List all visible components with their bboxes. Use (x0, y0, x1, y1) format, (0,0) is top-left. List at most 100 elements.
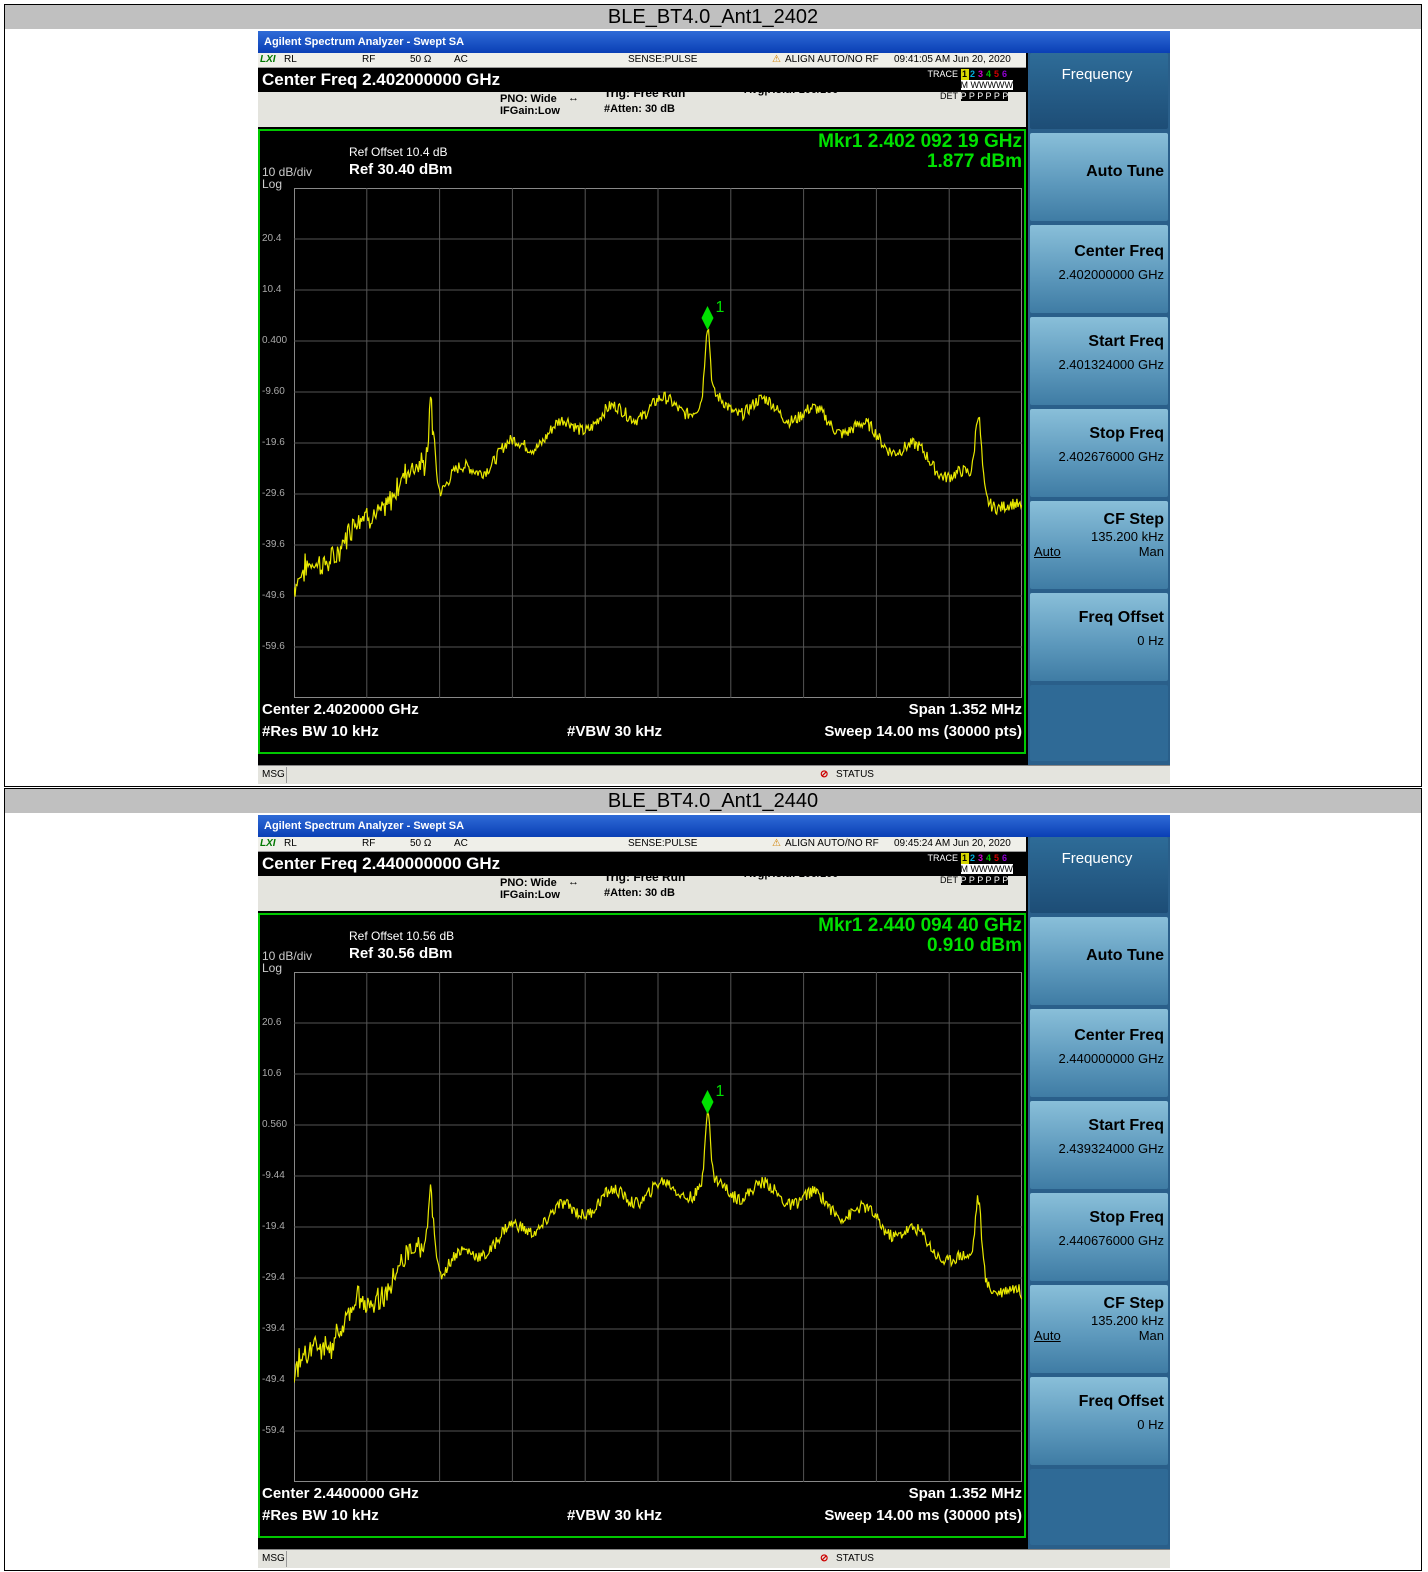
cf-step-auto[interactable]: Auto (1034, 1328, 1061, 1343)
stop-freq-button[interactable]: Stop Freq 2.440676000 GHz (1030, 1193, 1168, 1281)
rbw-label: #Res BW 10 kHz (262, 723, 379, 740)
span-label: Span 1.352 MHz (908, 1485, 1022, 1502)
start-freq-label: Start Freq (1088, 1117, 1164, 1134)
cf-step-label: CF Step (1103, 1295, 1164, 1312)
msg-label: MSG (262, 1553, 285, 1564)
y-tick-label: 10.6 (262, 1068, 282, 1079)
log-label: Log (262, 177, 283, 191)
auto-tune-button[interactable]: Auto Tune (1030, 133, 1168, 221)
auto-tune-button[interactable]: Auto Tune (1030, 917, 1168, 1005)
center-freq-title[interactable]: Center Freq 2.402000000 GHz (262, 70, 501, 89)
center-freq-button[interactable]: Center Freq 2.402000000 GHz (1030, 225, 1168, 313)
type-value: M WWWWW (960, 864, 1013, 874)
msg-label: MSG (262, 769, 285, 780)
scale-label: 10 dB/div (262, 165, 313, 179)
coupling-label: AC (454, 838, 468, 849)
trace-label: TRACE (927, 853, 958, 863)
sweep-label: Sweep 14.00 ms (30000 pts) (824, 723, 1022, 740)
y-tick-label: -49.4 (262, 1374, 285, 1385)
y-tick-label: -39.4 (262, 1323, 285, 1334)
y-tick-label: 20.4 (262, 233, 282, 244)
cf-step-button[interactable]: CF Step 135.200 kHz Auto Man (1030, 501, 1168, 589)
cf-step-auto[interactable]: Auto (1034, 544, 1061, 559)
y-tick-label: -49.6 (262, 590, 285, 601)
trace-1: 1 (960, 69, 969, 80)
auto-tune-label: Auto Tune (1086, 947, 1164, 964)
section-title: BLE_BT4.0_Ant1_2402 (4, 4, 1422, 30)
marker-diamond-icon (701, 1090, 714, 1114)
cf-step-button[interactable]: CF Step 135.200 kHz Auto Man (1030, 1285, 1168, 1373)
start-freq-value: 2.401324000 GHz (1058, 357, 1164, 372)
cf-step-man[interactable]: Man (1138, 544, 1164, 559)
trace-6: 6 (1002, 69, 1008, 79)
avg-type-label: #Avg Type: RMS (744, 855, 830, 867)
timestamp: 09:45:24 AM Jun 20, 2020 (894, 838, 1011, 849)
trace-3: 3 (978, 853, 984, 863)
cf-step-value: 135.200 kHz (1091, 1313, 1164, 1328)
type-label: TYPE (934, 864, 958, 874)
freq-offset-value: 0 Hz (1137, 633, 1164, 648)
y-tick-label: 10.4 (262, 284, 282, 295)
pno-arrow-icon: ↔ (568, 92, 579, 104)
spectrum-trace (294, 328, 1022, 597)
y-tick-label: -19.4 (262, 1221, 285, 1232)
status-icon: ⊘ (820, 769, 829, 780)
section-title: BLE_BT4.0_Ant1_2440 (4, 788, 1422, 814)
det-label: DET (940, 91, 958, 101)
marker-level: 1.877 dBm (926, 151, 1022, 172)
center-freq-strip (258, 68, 1026, 92)
start-freq-button[interactable]: Start Freq 2.439324000 GHz (1030, 1101, 1168, 1189)
start-freq-value: 2.439324000 GHz (1058, 1141, 1164, 1156)
ifgain-label: IFGain:Low (500, 889, 560, 901)
stop-freq-button[interactable]: Stop Freq 2.402676000 GHz (1030, 409, 1168, 497)
cf-step-man[interactable]: Man (1138, 1328, 1164, 1343)
freq-offset-button[interactable]: Freq Offset 0 Hz (1030, 1377, 1168, 1465)
trig-label: Trig: Free Run (604, 870, 686, 884)
center-label: Center 2.4400000 GHz (262, 1485, 419, 1502)
freq-offset-button[interactable]: Freq Offset 0 Hz (1030, 593, 1168, 681)
spectrum-plot: 1 (294, 972, 1022, 1482)
y-tick-label: 0.560 (262, 1119, 288, 1130)
spectrum-plot: 1 (294, 188, 1022, 698)
freq-offset-label: Freq Offset (1078, 1393, 1164, 1410)
trace-2: 2 (970, 69, 976, 79)
marker-number: 1 (716, 299, 725, 316)
center-freq-value: 2.440000000 GHz (1058, 1051, 1164, 1066)
window-title: Agilent Spectrum Analyzer - Swept SA (258, 31, 1170, 53)
status-row: LXI RL RF 50 Ω AC SENSE:PULSE ⚠ ALIGN AU… (258, 837, 1026, 852)
avg-hold-label: Avg|Hold: 100/100 (744, 868, 839, 880)
status-label[interactable]: STATUS (836, 1553, 874, 1564)
rl-label: RL (284, 54, 297, 65)
window-title: Agilent Spectrum Analyzer - Swept SA (258, 815, 1170, 837)
pno-label: PNO: Wide (500, 93, 557, 105)
center-freq-button[interactable]: Center Freq 2.440000000 GHz (1030, 1009, 1168, 1097)
marker-level: 0.910 dBm (926, 935, 1022, 956)
trace-6: 6 (1002, 853, 1008, 863)
y-tick-label: -29.4 (262, 1272, 285, 1283)
ref-level-label: Ref 30.56 dBm (349, 945, 453, 962)
menu-title: Frequency (1030, 53, 1168, 129)
start-freq-button[interactable]: Start Freq 2.401324000 GHz (1030, 317, 1168, 405)
trace-5: 5 (994, 853, 1000, 863)
y-tick-label: -9.44 (262, 1170, 285, 1181)
status-label[interactable]: STATUS (836, 769, 874, 780)
center-freq-strip (258, 852, 1026, 876)
trace-1: 1 (960, 853, 969, 864)
center-freq-title[interactable]: Center Freq 2.440000000 GHz (262, 854, 501, 873)
y-tick-label: -29.6 (262, 488, 285, 499)
align-label: ALIGN AUTO/NO RF (785, 838, 879, 849)
spectrum-display[interactable]: Ref Offset 10.56 dB 10 dB/div Log Ref 30… (258, 913, 1026, 1538)
sense-label: SENSE:PULSE (628, 54, 698, 65)
marker-number: 1 (716, 1083, 725, 1100)
stop-freq-value: 2.402676000 GHz (1058, 449, 1164, 464)
center-label: Center 2.4020000 GHz (262, 701, 419, 718)
cf-step-label: CF Step (1103, 511, 1164, 528)
spectrum-display[interactable]: Ref Offset 10.4 dB 10 dB/div Log Ref 30.… (258, 129, 1026, 754)
spectrum-trace (294, 1111, 1022, 1383)
warning-icon: ⚠ (772, 54, 781, 65)
freq-offset-label: Freq Offset (1078, 609, 1164, 626)
ref-offset-label: Ref Offset 10.4 dB (349, 145, 448, 159)
type-label: TYPE (934, 80, 958, 90)
vbw-label: #VBW 30 kHz (567, 723, 663, 740)
